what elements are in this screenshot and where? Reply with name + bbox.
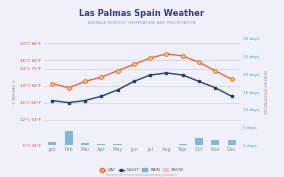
Bar	[64, 131, 73, 145]
Bar	[48, 142, 57, 145]
Bar	[195, 138, 203, 145]
Bar	[227, 140, 236, 145]
Y-axis label: °C MIN MAX °F: °C MIN MAX °F	[13, 79, 17, 105]
Bar	[81, 143, 89, 145]
Text: hikerbay.com/climate/spain/laspalmasdegrancanaria: hikerbay.com/climate/spain/laspalmasdegr…	[106, 173, 178, 177]
Text: Las Palmas Spain Weather: Las Palmas Spain Weather	[80, 9, 204, 18]
Bar	[97, 144, 105, 145]
Bar	[114, 144, 122, 145]
Y-axis label: MONTHLY PRECIPITATION: MONTHLY PRECIPITATION	[262, 70, 266, 114]
Text: AVERAGE MONTHLY TEMPERATURE AND PRECIPITATION: AVERAGE MONTHLY TEMPERATURE AND PRECIPIT…	[88, 21, 196, 25]
Bar	[179, 144, 187, 145]
Legend: DAY, NIGHT, RAIN, SNOW: DAY, NIGHT, RAIN, SNOW	[98, 167, 186, 174]
Bar	[211, 140, 220, 145]
